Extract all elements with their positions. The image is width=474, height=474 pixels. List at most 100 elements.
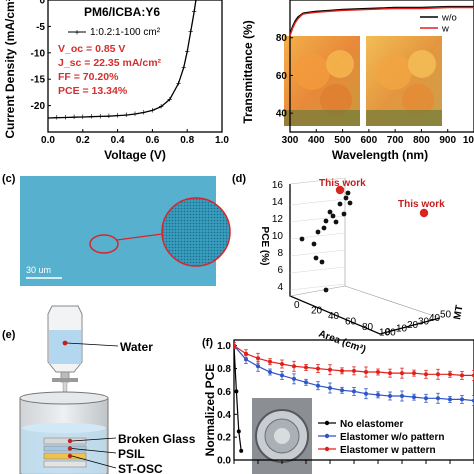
jv-series: ++++++++++++++++++++++	[45, 0, 199, 123]
jv-parameter: PCE = 13.34%	[58, 85, 128, 97]
this-work-point-2	[419, 208, 429, 218]
transmittance-legend-entry: w/o	[441, 13, 457, 24]
transmittance-y-axis-label: Transmittance (%)	[241, 20, 255, 123]
jv-x-tick-label: 0.8	[180, 135, 194, 146]
jv-x-tick-label: 0.4	[111, 135, 125, 146]
pce3d-grid-line	[289, 266, 346, 274]
normalized-pce-point	[268, 370, 272, 374]
transmittance-y-tick-label: 80	[276, 33, 288, 44]
normalized-pce-point	[328, 386, 332, 390]
jv-point: +	[80, 112, 85, 122]
svg-text:+: +	[74, 28, 79, 38]
jv-point: +	[150, 105, 155, 115]
zoom-inset	[161, 197, 231, 267]
this-work-label-2: This work	[398, 199, 445, 210]
panel-label-c: (c)	[2, 173, 16, 185]
jv-point: +	[89, 112, 94, 122]
normalized-pce-point	[436, 396, 440, 401]
transmittance-line	[290, 6, 474, 37]
transmittance-y-tick-label: 40	[276, 109, 288, 120]
jv-point: +	[158, 102, 163, 112]
transmittance-x-tick-label: 400	[308, 135, 325, 146]
st-osc-label: ST-OSC	[118, 462, 163, 474]
normalized-pce-legend-entry: Elastomer w pattern	[340, 445, 436, 456]
jv-legend: + 1:0.2:1-100 cm²	[68, 27, 161, 38]
jv-point: +	[176, 78, 181, 88]
jv-y-tick-label: -20	[31, 101, 46, 112]
pce3d-z-tick-label: 50	[440, 310, 452, 321]
pce3d-z-tick-label: 20	[407, 320, 419, 331]
pce3d-point	[341, 211, 347, 217]
panel-label-d: (d)	[232, 173, 246, 185]
transmittance-legend: w/ow	[420, 13, 457, 35]
pce3d-grid-line	[289, 232, 346, 240]
jv-point: +	[63, 112, 68, 122]
jv-point: +	[141, 107, 146, 117]
normalized-pce-point	[388, 394, 392, 398]
transmittance-y-tick-label: 60	[276, 71, 288, 82]
normalized-pce-legend-entry: Elastomer w/o pattern	[340, 432, 444, 443]
normalized-pce-point	[292, 376, 296, 381]
pce3d-point	[330, 213, 336, 219]
normalized-pce-point	[256, 364, 260, 369]
pce3d-point	[315, 229, 321, 235]
normalized-pce-point	[316, 366, 320, 371]
pce3d-point	[345, 190, 351, 196]
normalized-pce-y-tick-label: 0.8	[217, 364, 231, 375]
jv-point: +	[115, 111, 120, 121]
pce3d-grid-line	[289, 198, 346, 206]
jv-legend-entry: 1:0.2:1-100 cm²	[90, 27, 161, 38]
normalized-pce-point	[424, 396, 428, 401]
normalized-pce-point	[239, 448, 244, 453]
normalized-pce-point	[460, 397, 464, 402]
jv-point: +	[124, 110, 129, 120]
this-work-label-1: This work	[319, 178, 366, 189]
normalized-pce-series	[234, 343, 244, 453]
jv-parameter: FF = 70.20%	[58, 71, 119, 83]
jv-y-tick-label: -15	[31, 75, 46, 86]
jv-point: +	[188, 27, 193, 37]
normalized-pce-point	[304, 380, 308, 385]
jv-parameters: V_oc = 0.85 V J_sc = 22.35 mA/cm² FF = 70.…	[58, 43, 162, 97]
pce3d-point	[333, 219, 339, 225]
normalized-pce-y-tick-label: 0.2	[217, 433, 231, 444]
jv-point: +	[132, 109, 137, 119]
pce3d-x-tick-label: 40	[328, 311, 340, 322]
normalized-pce-legend-marker	[324, 420, 330, 426]
jv-x-axis-label: Voltage (V)	[104, 148, 166, 162]
jv-parameter: V_oc = 0.85 V	[58, 43, 125, 55]
pce3d-point	[323, 218, 329, 224]
pce3d-x-tick-label: 60	[345, 317, 357, 328]
jv-point: +	[71, 112, 76, 122]
normalized-pce-point	[304, 365, 308, 370]
normalized-pce-point	[436, 372, 440, 377]
pce3d-y-axis-label: PCE (%)	[259, 227, 270, 266]
zoom-region-marker	[89, 234, 119, 254]
pce3d-point	[313, 255, 319, 261]
jv-point: +	[54, 113, 59, 123]
normalized-pce-point	[412, 395, 416, 400]
normalized-pce-y-tick-label: 0.4	[217, 410, 231, 421]
jv-point: +	[45, 113, 50, 123]
jv-y-tick-label: -5	[36, 22, 45, 33]
pce3d-point	[337, 201, 343, 207]
pce3d-z-axis-label: MT	[452, 304, 465, 320]
normalized-pce-point	[412, 371, 416, 376]
scale-bar-label: 30 um	[26, 265, 51, 275]
pce3d-x-tick-label: 0	[294, 300, 300, 311]
jv-y-tick-label: -10	[31, 48, 46, 59]
pce3d-point	[323, 287, 329, 293]
normalized-pce-point	[256, 356, 260, 361]
jv-x-tick-label: 0.6	[145, 135, 159, 146]
normalized-pce-point	[424, 372, 428, 377]
normalized-pce-panel: (f) No elastomer Elastomer w/o pattern Ela…	[202, 337, 444, 474]
normalized-pce-series	[234, 342, 474, 381]
normalized-pce-point	[400, 371, 404, 376]
pce3d-x-tick-label: 100	[379, 328, 396, 339]
normalized-pce-point	[448, 397, 452, 402]
pce3d-point	[327, 209, 333, 215]
pce3d-point	[311, 241, 317, 247]
micrograph-panel: (c) 30 um	[2, 173, 231, 286]
